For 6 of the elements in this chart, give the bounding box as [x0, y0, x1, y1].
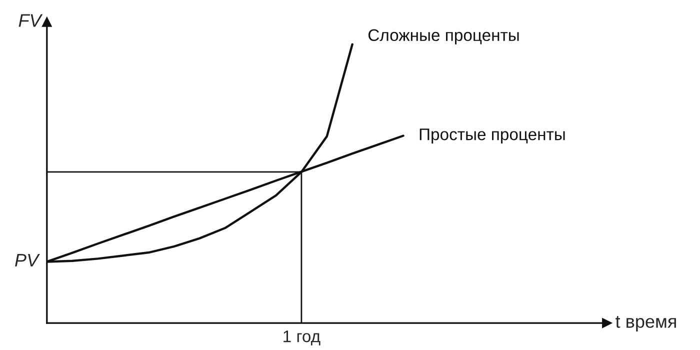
series-label: Сложные проценты: [368, 29, 519, 44]
y-axis-title: FV: [18, 14, 43, 27]
text: 1 год: [284, 330, 320, 346]
text: PV: [15, 254, 40, 266]
series-label: Простые проценты: [420, 128, 565, 144]
x-axis-title: t время: [616, 316, 676, 332]
